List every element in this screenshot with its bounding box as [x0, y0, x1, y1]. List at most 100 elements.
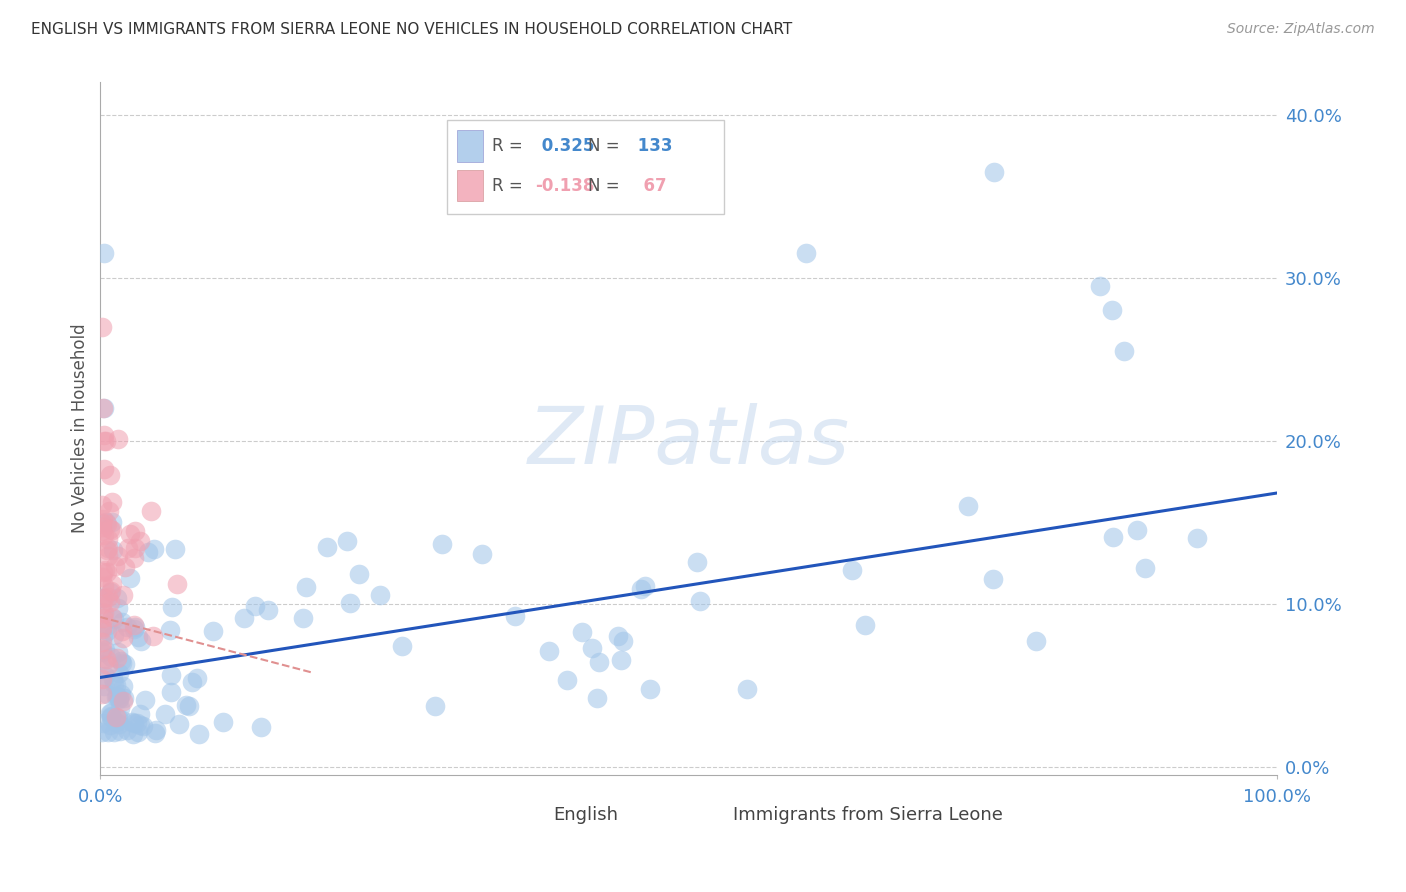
Point — [93, 669, 115, 683]
Point — [105, 678, 128, 692]
Point — [432, 537, 454, 551]
Text: R =: R = — [492, 177, 523, 195]
Point — [94, 651, 117, 665]
Point — [96, 566, 118, 580]
Point — [105, 591, 128, 605]
Point — [1101, 303, 1123, 318]
Point — [243, 599, 266, 613]
Point — [93, 512, 115, 526]
Point — [90, 672, 112, 686]
Point — [538, 644, 561, 658]
Point — [97, 724, 120, 739]
Point — [291, 611, 314, 625]
Point — [97, 590, 120, 604]
Point — [339, 596, 361, 610]
Point — [94, 563, 117, 577]
Point — [122, 618, 145, 632]
Text: Immigrants from Sierra Leone: Immigrants from Sierra Leone — [733, 805, 1002, 824]
Point — [1133, 561, 1156, 575]
Point — [634, 578, 657, 592]
Point — [855, 618, 877, 632]
Point — [96, 624, 118, 638]
Point — [91, 524, 114, 538]
Point — [105, 715, 128, 730]
Point — [90, 516, 112, 530]
Point — [93, 579, 115, 593]
Point — [689, 594, 711, 608]
Point — [93, 428, 115, 442]
Point — [112, 679, 135, 693]
Point — [180, 675, 202, 690]
Point — [107, 600, 129, 615]
Point — [103, 559, 125, 574]
Point — [97, 532, 120, 546]
Point — [98, 585, 121, 599]
Point — [118, 571, 141, 585]
Point — [841, 563, 863, 577]
Point — [1088, 278, 1111, 293]
Point — [233, 611, 256, 625]
Point — [107, 549, 129, 563]
Point — [124, 524, 146, 539]
Text: -0.138: -0.138 — [536, 177, 595, 195]
Point — [160, 667, 183, 681]
Point — [101, 543, 124, 558]
Point — [90, 645, 112, 659]
Point — [97, 657, 120, 672]
Point — [108, 723, 131, 738]
Point — [606, 629, 628, 643]
Point — [111, 656, 134, 670]
Point — [153, 706, 176, 721]
Point — [91, 725, 114, 739]
Point — [336, 533, 359, 548]
Point — [115, 620, 138, 634]
Text: 67: 67 — [633, 177, 666, 195]
Point — [90, 598, 112, 612]
Point — [122, 715, 145, 730]
Text: N =: N = — [589, 177, 620, 195]
Point — [112, 588, 135, 602]
Point — [110, 654, 132, 668]
Text: ZIPatlas: ZIPatlas — [527, 403, 849, 482]
Point — [98, 718, 121, 732]
Point — [100, 706, 122, 720]
Point — [100, 710, 122, 724]
Point — [1125, 523, 1147, 537]
Point — [630, 582, 652, 596]
Point — [98, 504, 121, 518]
Point — [101, 516, 124, 530]
Point — [136, 545, 159, 559]
Point — [735, 682, 758, 697]
Point — [91, 629, 114, 643]
Point — [114, 560, 136, 574]
Point — [129, 534, 152, 549]
Point — [167, 717, 190, 731]
Point — [134, 692, 156, 706]
Point — [127, 725, 149, 739]
Point — [97, 549, 120, 563]
Point — [108, 701, 131, 715]
Point — [257, 603, 280, 617]
Point — [471, 547, 494, 561]
Point — [132, 718, 155, 732]
Point — [90, 641, 112, 656]
Point — [98, 467, 121, 482]
Point — [93, 434, 115, 448]
Point — [124, 541, 146, 555]
Point — [571, 625, 593, 640]
Point — [166, 577, 188, 591]
Point — [107, 711, 129, 725]
Text: ENGLISH VS IMMIGRANTS FROM SIERRA LEONE NO VEHICLES IN HOUSEHOLD CORRELATION CHA: ENGLISH VS IMMIGRANTS FROM SIERRA LEONE … — [31, 22, 792, 37]
Point — [1112, 344, 1135, 359]
Point — [108, 717, 131, 731]
Point — [105, 690, 128, 704]
Point — [142, 629, 165, 643]
Point — [423, 698, 446, 713]
Point — [112, 691, 135, 706]
Text: Source: ZipAtlas.com: Source: ZipAtlas.com — [1227, 22, 1375, 37]
Point — [90, 635, 112, 649]
Point — [100, 584, 122, 599]
Text: N =: N = — [589, 137, 620, 155]
Point — [174, 698, 197, 713]
Point — [105, 710, 128, 724]
